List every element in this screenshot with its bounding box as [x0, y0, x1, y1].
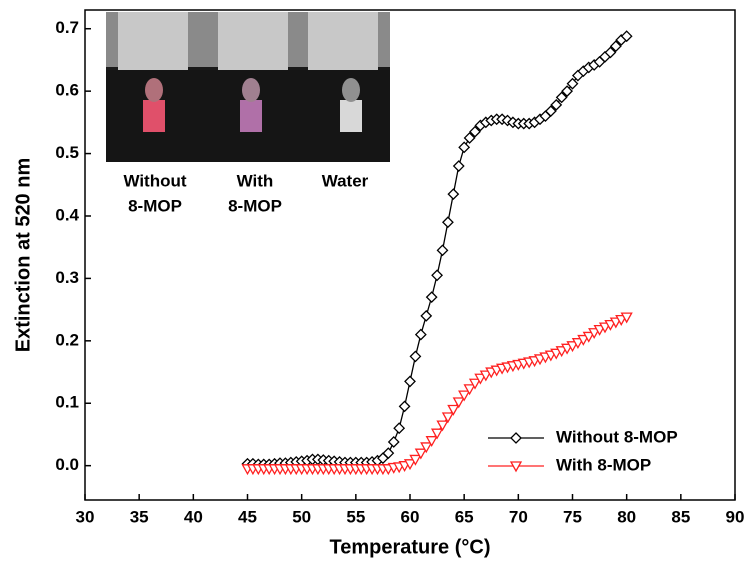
- marker: [447, 188, 460, 201]
- marker: [431, 269, 444, 282]
- x-tick-label: 90: [726, 507, 745, 526]
- marker: [436, 420, 449, 432]
- x-tick-label: 50: [292, 507, 311, 526]
- marker: [620, 30, 633, 43]
- x-tick-label: 85: [671, 507, 690, 526]
- marker: [414, 448, 427, 460]
- legend-label: With 8-MOP: [556, 455, 651, 474]
- marker: [458, 390, 471, 402]
- marker: [393, 422, 406, 435]
- marker: [398, 400, 411, 413]
- x-tick-label: 30: [76, 507, 95, 526]
- marker: [474, 373, 487, 385]
- marker: [436, 244, 449, 257]
- inset-label: 8-MOP: [128, 196, 182, 215]
- marker: [609, 40, 622, 53]
- marker: [409, 350, 422, 363]
- inset-label: Without: [123, 171, 186, 190]
- marker: [404, 375, 416, 388]
- marker: [588, 328, 601, 340]
- marker: [414, 328, 427, 341]
- legend-marker: [509, 461, 523, 473]
- x-tick-label: 65: [455, 507, 474, 526]
- marker: [555, 91, 568, 104]
- marker: [544, 105, 557, 118]
- marker: [604, 46, 617, 59]
- marker: [425, 291, 438, 304]
- y-tick-label: 0.0: [55, 455, 79, 474]
- marker: [479, 370, 492, 382]
- x-axis-label: Temperature (°C): [330, 536, 491, 558]
- y-tick-label: 0.2: [55, 330, 79, 349]
- marker: [566, 341, 579, 353]
- marker: [463, 384, 476, 396]
- inset-label: With: [237, 171, 274, 190]
- marker: [441, 216, 454, 229]
- marker: [403, 459, 417, 471]
- inset-label: 8-MOP: [228, 196, 282, 215]
- y-tick-label: 0.1: [55, 393, 79, 412]
- marker: [566, 77, 579, 90]
- marker: [577, 334, 590, 346]
- marker: [430, 428, 444, 440]
- marker: [452, 160, 465, 172]
- marker: [409, 454, 422, 466]
- marker: [387, 436, 400, 448]
- y-tick-label: 0.6: [55, 81, 79, 100]
- marker: [441, 412, 455, 424]
- legend-label: Without 8-MOP: [556, 427, 678, 446]
- x-tick-label: 80: [617, 507, 636, 526]
- x-tick-label: 55: [346, 507, 365, 526]
- marker: [561, 85, 574, 98]
- marker: [463, 132, 476, 144]
- x-tick-label: 70: [509, 507, 528, 526]
- marker: [420, 309, 433, 322]
- x-tick-label: 75: [563, 507, 582, 526]
- marker: [469, 125, 481, 138]
- marker: [550, 98, 563, 111]
- marker: [458, 141, 471, 154]
- y-tick-label: 0.3: [55, 268, 79, 287]
- marker: [447, 404, 460, 416]
- marker: [620, 312, 633, 324]
- y-tick-label: 0.4: [55, 205, 79, 224]
- inset-label: Water: [322, 171, 369, 190]
- x-tick-label: 45: [238, 507, 257, 526]
- marker: [468, 378, 482, 390]
- y-tick-label: 0.7: [55, 18, 79, 37]
- x-tick-label: 35: [130, 507, 149, 526]
- y-tick-label: 0.5: [55, 143, 79, 162]
- legend-marker: [510, 432, 522, 444]
- marker: [382, 447, 395, 460]
- marker: [425, 436, 438, 448]
- marker: [452, 397, 465, 409]
- marker: [571, 338, 585, 350]
- y-axis-label: Extinction at 520 nm: [12, 158, 34, 353]
- x-tick-label: 60: [401, 507, 420, 526]
- marker: [420, 442, 433, 454]
- inset-photo: [106, 12, 390, 162]
- x-tick-label: 40: [184, 507, 203, 526]
- marker: [582, 331, 595, 343]
